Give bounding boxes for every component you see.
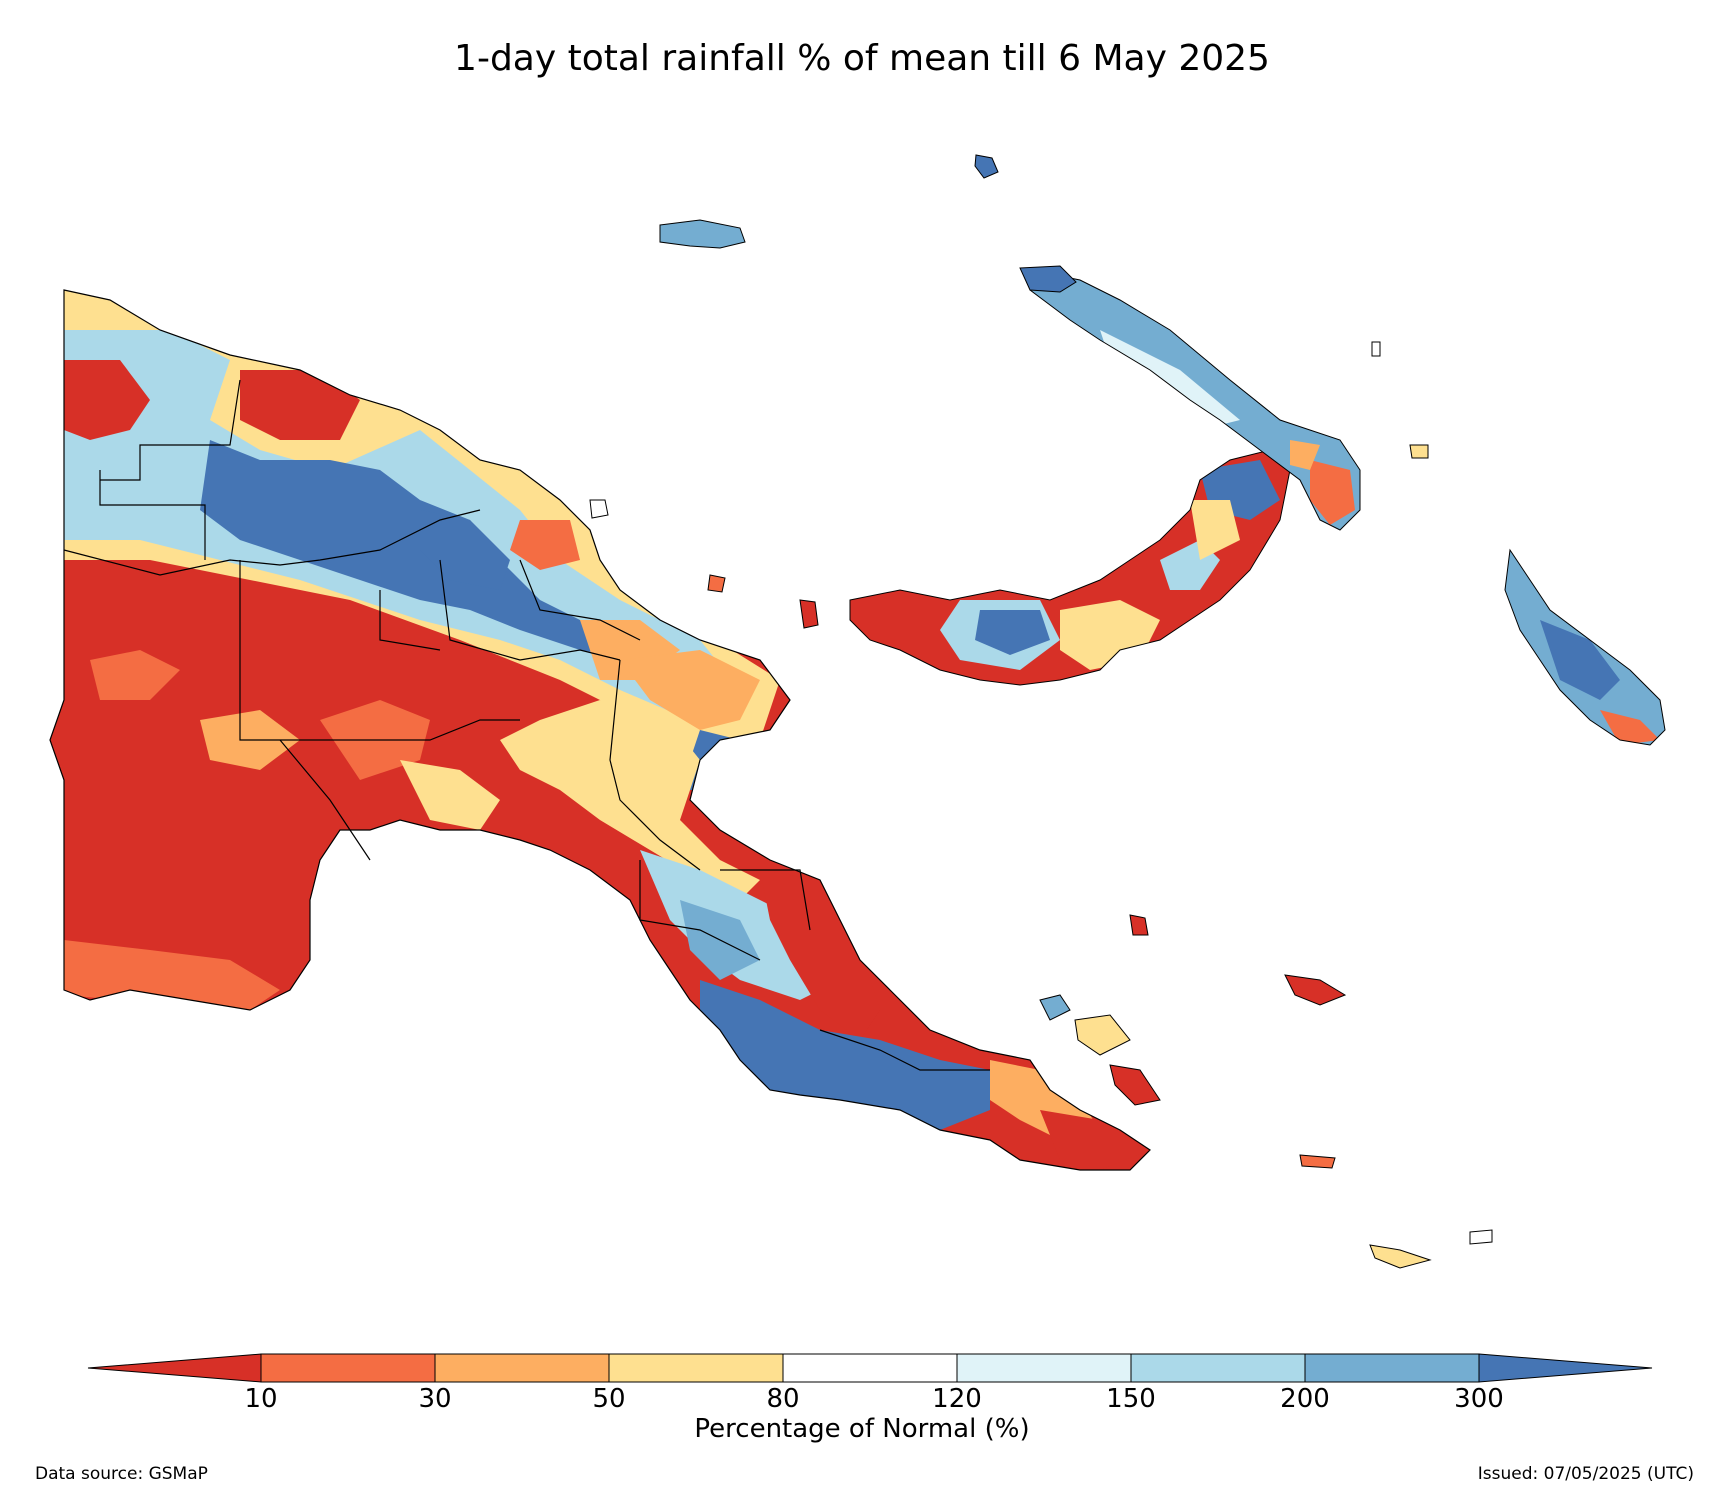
tabar-island — [1371, 341, 1381, 357]
colorbar-tick-200: 200 — [1280, 1384, 1330, 1414]
colorbar-bin-150-200 — [1130, 1353, 1306, 1383]
colorbar-bin-10-30 — [260, 1353, 436, 1383]
colorbar-bin-30-50 — [434, 1353, 610, 1383]
mainland-rainfall — [50, 290, 1150, 1170]
rossel-island — [1469, 1229, 1493, 1245]
lihir-island — [1409, 444, 1429, 459]
map-title: 1-day total rainfall % of mean till 6 Ma… — [454, 38, 1270, 79]
bougainville-rainfall — [1505, 550, 1665, 745]
small-islands — [589, 154, 1493, 1269]
goodenough-island — [1039, 994, 1071, 1021]
colorbar-tick-300: 300 — [1454, 1384, 1504, 1414]
new-britain-rainfall — [850, 450, 1290, 685]
normanby-island — [1109, 1064, 1161, 1106]
bougainville-coastline — [1504, 548, 1666, 746]
colorbar-tick-10: 10 — [244, 1384, 278, 1414]
karkar-island — [589, 499, 609, 519]
issued-date-note: Issued: 07/05/2025 (UTC) — [1477, 1464, 1694, 1484]
trobriand-island — [1129, 914, 1149, 936]
misima-island — [1299, 1154, 1336, 1169]
mainland-coastline — [49, 289, 1151, 1171]
colorbar-tick-30: 30 — [418, 1384, 452, 1414]
colorbar-tick-120: 120 — [932, 1384, 982, 1414]
new-ireland-coastline — [1029, 269, 1361, 531]
fergusson-island — [1074, 1014, 1131, 1056]
long-island — [707, 574, 726, 593]
manus-island — [659, 219, 746, 249]
colorbar-bin-80-120 — [782, 1353, 958, 1383]
colorbar-bin-50-80 — [608, 1353, 784, 1383]
new-britain-coastline — [849, 449, 1291, 686]
colorbar-bin-120-150 — [956, 1353, 1132, 1383]
colorbar-bin-200-300 — [1304, 1353, 1480, 1383]
colorbar-extend-low — [87, 1353, 262, 1383]
colorbar-label: Percentage of Normal (%) — [694, 1414, 1030, 1444]
data-source-note: Data source: GSMaP — [35, 1464, 208, 1484]
woodlark-island — [1284, 974, 1347, 1006]
tagula-island — [1369, 1244, 1432, 1269]
new-hanover — [1019, 265, 1077, 293]
mussau-island — [974, 154, 999, 179]
province-borders — [63, 379, 990, 1071]
colorbar-tick-50: 50 — [592, 1384, 626, 1414]
colorbar-tick-150: 150 — [1106, 1384, 1156, 1414]
colorbar-extend-high — [1478, 1353, 1653, 1383]
colorbar — [87, 1353, 1653, 1383]
colorbar-tick-80: 80 — [766, 1384, 800, 1414]
umboi-island — [799, 599, 819, 629]
